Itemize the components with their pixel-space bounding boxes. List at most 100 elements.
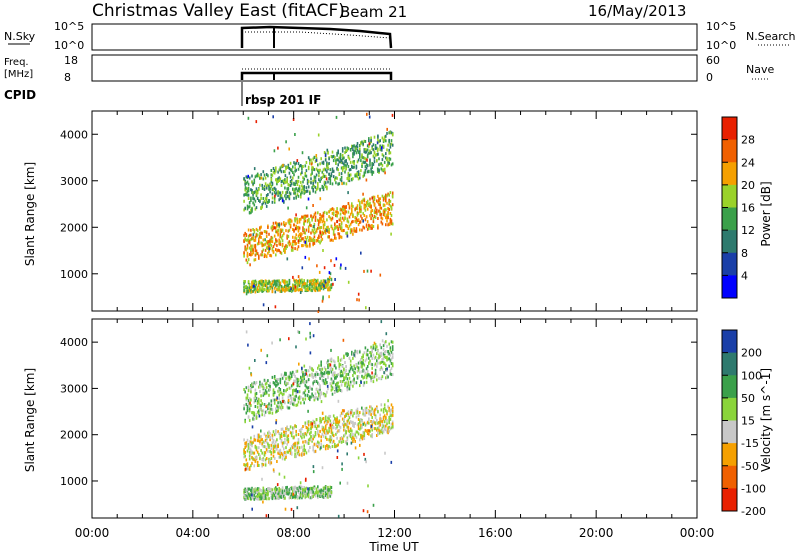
heatmap-cell [268, 388, 270, 392]
heatmap-cell [247, 446, 250, 450]
heatmap-cell [389, 411, 392, 414]
heatmap-cell [301, 494, 303, 498]
heatmap-cell [293, 487, 295, 491]
heatmap-cell [335, 417, 337, 421]
heatmap-cell [260, 399, 262, 403]
heatmap-cell [247, 186, 250, 190]
heatmap-cell [298, 493, 301, 497]
heatmap-cell [250, 493, 252, 497]
heatmap-cell [336, 151, 338, 155]
heatmap-cell [334, 360, 336, 364]
heatmap-cell [304, 284, 307, 288]
heatmap-cell [307, 487, 309, 491]
heatmap-cell [251, 456, 253, 459]
heatmap-cell [296, 193, 299, 197]
heatmap-cell [286, 489, 288, 493]
heatmap-cell [324, 280, 327, 284]
heatmap-cell [390, 221, 393, 225]
heatmap-cell [261, 413, 263, 417]
heatmap-cell [343, 420, 345, 424]
heatmap-cell [269, 182, 271, 186]
heatmap-cell [250, 440, 252, 444]
heatmap-cell [245, 258, 248, 262]
power-ylabel: Slant Range [km] [23, 162, 37, 266]
heatmap-cell [275, 192, 277, 196]
heatmap-cell [315, 187, 318, 191]
heatmap-cell [295, 495, 297, 499]
xaxis-label: Time UT [368, 540, 419, 554]
heatmap-cell [318, 441, 320, 445]
heatmap-cell [301, 184, 303, 188]
heatmap-cell [245, 496, 248, 500]
heatmap-cell [363, 226, 366, 230]
heatmap-cell [255, 497, 258, 501]
heatmap-cell [349, 367, 352, 371]
heatmap-cell [284, 441, 286, 444]
heatmap-cell [248, 466, 251, 470]
heatmap-cell [277, 497, 279, 500]
heatmap-cell [307, 423, 310, 427]
heatmap-cell [290, 375, 293, 378]
colorbar-swatch [722, 352, 737, 376]
heatmap-cell [288, 286, 291, 290]
heatmap-cell [245, 396, 248, 400]
heatmap-cell [303, 220, 305, 224]
heatmap-cell [270, 407, 273, 411]
heatmap-cell [305, 189, 308, 193]
heatmap-cell [329, 423, 332, 427]
heatmap-cell [303, 449, 305, 453]
heatmap-cell [300, 279, 302, 283]
heatmap-cell [376, 374, 378, 378]
heatmap-cell [296, 441, 299, 445]
heatmap-cell [254, 459, 257, 463]
heatmap-cell [243, 193, 245, 197]
heatmap-cell [338, 364, 341, 368]
heatmap-cell [245, 247, 248, 251]
heatmap-cell [278, 249, 280, 253]
heatmap-cell [251, 236, 253, 240]
heatmap-cell [387, 143, 389, 147]
heatmap-cell [269, 435, 271, 439]
heatmap-cell [274, 194, 276, 198]
heatmap-cell [258, 433, 260, 437]
heatmap-cell [263, 283, 266, 287]
heatmap-cell [324, 415, 327, 419]
heatmap-cell [371, 357, 373, 360]
heatmap-cell [313, 155, 316, 159]
heatmap-cell [324, 368, 327, 372]
heatmap-cell [297, 279, 300, 283]
heatmap-cell [388, 421, 390, 425]
heatmap-cell [353, 370, 355, 374]
heatmap-cell [351, 435, 353, 439]
heatmap-cell [302, 244, 304, 248]
heatmap-cell [363, 197, 366, 201]
heatmap-cell [391, 191, 394, 195]
heatmap-cell [294, 398, 296, 402]
heatmap-cell [323, 221, 326, 224]
heatmap-cell [283, 249, 285, 253]
heatmap-cell [373, 412, 376, 416]
heatmap-cell [385, 350, 387, 353]
heatmap-cell [362, 362, 364, 366]
heatmap-cell [351, 350, 353, 354]
heatmap-cell [303, 486, 305, 489]
heatmap-cell [323, 279, 326, 283]
heatmap-cell [252, 496, 254, 500]
heatmap-cell [313, 487, 316, 491]
heatmap-cell [261, 384, 263, 388]
heatmap-cell [288, 197, 291, 201]
heatmap-cell [268, 402, 270, 406]
heatmap-cell [297, 229, 300, 233]
heatmap-cell [377, 200, 379, 204]
heatmap-cell [290, 431, 293, 435]
heatmap-cell [337, 163, 339, 167]
heatmap-cell [245, 193, 248, 197]
heatmap-cell [288, 406, 291, 410]
heatmap-cell [365, 178, 368, 182]
heatmap-cell [263, 494, 266, 498]
heatmap-cell [271, 287, 274, 291]
heatmap-cell [341, 462, 343, 466]
heatmap-cell [243, 449, 245, 453]
heatmap-cell [312, 204, 314, 207]
